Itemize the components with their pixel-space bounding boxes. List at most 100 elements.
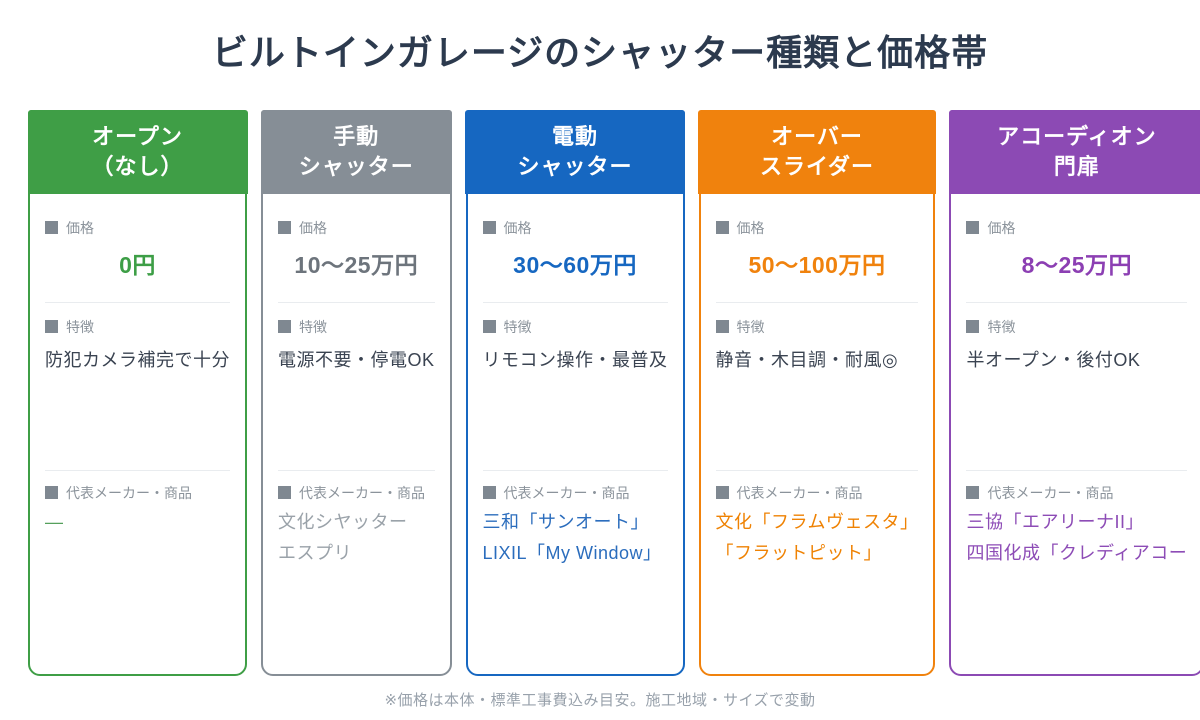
section-divider bbox=[482, 469, 668, 471]
card-header: 手動 シャッター bbox=[260, 109, 453, 194]
footer-note: ※価格は本体・標準工事費込み目安。施工地域・サイズで変動 bbox=[384, 692, 816, 709]
maker-label-text: 代表メーカー・商品 bbox=[736, 484, 863, 501]
feature-text: 防犯カメラ補完で十分 bbox=[45, 349, 230, 370]
features-section-label: 特徴 bbox=[278, 317, 435, 337]
product-line: — bbox=[45, 511, 64, 532]
features-section-label: 特徴 bbox=[966, 317, 1187, 337]
maker-label-text: 代表メーカー・商品 bbox=[503, 484, 630, 501]
feature-text: 電源不要・停電OK bbox=[278, 349, 435, 370]
card-title-line2: シャッター bbox=[298, 153, 414, 179]
page-title: ビルトインガレージのシャッター種類と価格帯 bbox=[211, 32, 989, 73]
maker-section-label: 代表メーカー・商品 bbox=[278, 483, 435, 503]
price-section-label: 価格 bbox=[482, 218, 668, 238]
square-bullet-icon bbox=[278, 320, 291, 333]
maker-section-label: 代表メーカー・商品 bbox=[966, 483, 1187, 503]
price-value: 0円 bbox=[119, 251, 156, 278]
square-bullet-icon bbox=[45, 486, 58, 499]
square-bullet-icon bbox=[715, 486, 729, 499]
section-divider bbox=[482, 301, 668, 303]
section-divider bbox=[45, 301, 230, 303]
maker-section-label: 代表メーカー・商品 bbox=[45, 483, 230, 503]
maker-section-label: 代表メーカー・商品 bbox=[715, 483, 919, 503]
product-line: LIXIL「My Window」 bbox=[482, 542, 662, 563]
section-divider bbox=[278, 301, 435, 303]
features-section-label: 特徴 bbox=[45, 317, 230, 337]
feature-text: リモコン操作・最普及 bbox=[482, 349, 668, 370]
price-value: 30〜60万円 bbox=[513, 251, 637, 278]
price-value: 50〜100万円 bbox=[748, 251, 886, 278]
card-title-line1: 電動 bbox=[552, 123, 599, 149]
maker-products: 文化シヤッター エスプリ bbox=[278, 507, 435, 569]
maker-section: 代表メーカー・商品 三協「エアリーナII」 四国化成「クレディアコー bbox=[951, 471, 1200, 675]
product-line: エスプリ bbox=[278, 542, 352, 563]
feature-text: 静音・木目調・耐風◎ bbox=[715, 349, 899, 370]
square-bullet-icon bbox=[966, 221, 980, 234]
card-title-line2: 門扉 bbox=[1053, 153, 1100, 179]
price-section: 価格 30〜60万円 bbox=[468, 194, 683, 302]
section-divider bbox=[715, 301, 919, 303]
card-title-line1: アコーディオン bbox=[997, 123, 1157, 149]
section-divider bbox=[45, 469, 230, 471]
features-label-text: 特徴 bbox=[503, 318, 532, 335]
square-bullet-icon bbox=[278, 221, 291, 234]
square-bullet-icon bbox=[45, 221, 58, 234]
maker-label-text: 代表メーカー・商品 bbox=[987, 484, 1114, 501]
features-label-text: 特徴 bbox=[66, 318, 94, 335]
card-title-line2: スライダー bbox=[759, 153, 875, 179]
product-line: 文化シヤッター bbox=[278, 511, 408, 532]
features-section: 特徴 防犯カメラ補完で十分 bbox=[30, 303, 245, 470]
square-bullet-icon bbox=[966, 320, 980, 333]
price-label-text: 価格 bbox=[987, 219, 1016, 236]
square-bullet-icon bbox=[482, 320, 496, 333]
product-line: 三協「エアリーナII」 bbox=[966, 511, 1144, 532]
square-bullet-icon bbox=[966, 486, 980, 499]
section-divider bbox=[966, 301, 1188, 303]
price-label-text: 価格 bbox=[503, 219, 532, 236]
product-line: 文化「フラムヴェスタ」 bbox=[715, 511, 919, 532]
maker-label-text: 代表メーカー・商品 bbox=[299, 484, 425, 501]
maker-section: 代表メーカー・商品 — bbox=[30, 471, 245, 675]
maker-section-label: 代表メーカー・商品 bbox=[482, 483, 668, 503]
card-open-none: オープン （なし） 価格 0円 特徴 防犯カメラ補完で十分 代表メーカー・商品 bbox=[27, 109, 248, 676]
card-header: オーバー スライダー bbox=[698, 109, 936, 194]
card-accordion-gate: アコーディオン 門扉 価格 8〜25万円 特徴 半オープン・後付OK 代表メーカ… bbox=[948, 109, 1200, 676]
price-section: 価格 10〜25万円 bbox=[263, 194, 450, 302]
price-section: 価格 0円 bbox=[30, 194, 245, 302]
card-overslider: オーバー スライダー 価格 50〜100万円 特徴 静音・木目調・耐風◎ 代表メ… bbox=[698, 109, 936, 676]
price-section-label: 価格 bbox=[278, 218, 435, 238]
maker-products: — bbox=[45, 507, 230, 538]
square-bullet-icon bbox=[715, 320, 729, 333]
price-section-label: 価格 bbox=[966, 218, 1187, 238]
features-section-label: 特徴 bbox=[482, 317, 668, 337]
features-label-text: 特徴 bbox=[299, 318, 327, 335]
features-label-text: 特徴 bbox=[736, 318, 765, 335]
feature-text: 半オープン・後付OK bbox=[966, 349, 1141, 370]
card-electric-shutter: 電動 シャッター 価格 30〜60万円 特徴 リモコン操作・最普及 代表メーカー… bbox=[465, 109, 686, 676]
card-header: オープン （なし） bbox=[27, 109, 248, 194]
maker-products: 文化「フラムヴェスタ」 「フラットピット」 bbox=[716, 507, 919, 569]
maker-section: 代表メーカー・商品 文化「フラムヴェスタ」 「フラットピット」 bbox=[701, 471, 934, 675]
maker-products: 三協「エアリーナII」 四国化成「クレディアコー bbox=[966, 507, 1187, 569]
price-section-label: 価格 bbox=[715, 218, 919, 238]
comparison-cards-row: オープン （なし） 価格 0円 特徴 防犯カメラ補完で十分 代表メーカー・商品 bbox=[27, 109, 1200, 676]
features-section: 特徴 電源不要・停電OK bbox=[263, 303, 450, 470]
card-title-line1: オーバー bbox=[771, 123, 863, 149]
price-section: 価格 8〜25万円 bbox=[951, 194, 1200, 302]
card-title-line2: （なし） bbox=[91, 153, 184, 179]
features-section-label: 特徴 bbox=[715, 317, 919, 337]
price-label-text: 価格 bbox=[736, 219, 765, 236]
maker-label-text: 代表メーカー・商品 bbox=[66, 484, 192, 501]
product-line: 四国化成「クレディアコー bbox=[966, 542, 1188, 563]
section-divider bbox=[278, 469, 435, 471]
product-line: 三和「サンオート」 bbox=[482, 511, 650, 532]
price-section: 価格 50〜100万円 bbox=[701, 194, 934, 302]
card-manual-shutter: 手動 シャッター 価格 10〜25万円 特徴 電源不要・停電OK 代表メーカー・… bbox=[260, 109, 453, 676]
section-divider bbox=[715, 469, 919, 471]
square-bullet-icon bbox=[278, 486, 291, 499]
price-label-text: 価格 bbox=[66, 219, 94, 236]
square-bullet-icon bbox=[715, 221, 729, 234]
features-label-text: 特徴 bbox=[987, 318, 1016, 335]
card-title-line1: オープン bbox=[92, 123, 183, 149]
features-section: 特徴 半オープン・後付OK bbox=[951, 303, 1200, 470]
price-value: 10〜25万円 bbox=[294, 251, 419, 278]
